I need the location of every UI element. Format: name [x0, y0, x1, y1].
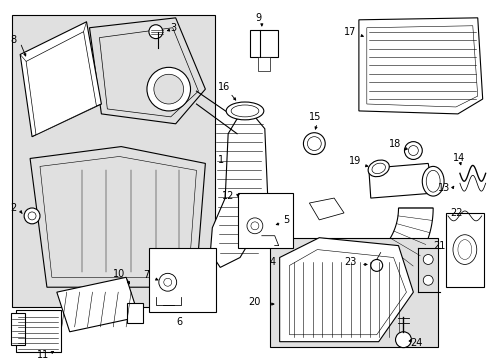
Text: 14: 14: [452, 153, 464, 163]
Ellipse shape: [452, 235, 476, 265]
Text: 4: 4: [269, 257, 275, 267]
Polygon shape: [26, 32, 96, 135]
Ellipse shape: [303, 133, 325, 154]
Polygon shape: [20, 22, 101, 137]
Bar: [127, 303, 142, 323]
Ellipse shape: [367, 160, 388, 177]
Circle shape: [159, 273, 176, 291]
Text: 7: 7: [142, 270, 149, 280]
Text: 12: 12: [222, 191, 234, 201]
Circle shape: [154, 74, 183, 104]
Text: 19: 19: [348, 157, 361, 166]
Bar: [445, 213, 483, 287]
Text: 21: 21: [432, 240, 445, 251]
Polygon shape: [279, 238, 412, 342]
Text: 16: 16: [218, 82, 230, 92]
Text: 9: 9: [254, 13, 261, 23]
Text: 11: 11: [37, 350, 49, 360]
Bar: [11, 313, 25, 345]
Polygon shape: [366, 26, 477, 107]
Bar: [249, 30, 277, 58]
Polygon shape: [358, 18, 482, 114]
Text: 1: 1: [218, 156, 224, 166]
Text: 20: 20: [247, 297, 260, 307]
Bar: [149, 248, 216, 312]
Bar: [269, 238, 437, 347]
Ellipse shape: [422, 166, 443, 196]
Circle shape: [163, 278, 171, 286]
Polygon shape: [210, 117, 267, 267]
Circle shape: [24, 208, 40, 224]
Polygon shape: [57, 277, 139, 332]
Circle shape: [28, 212, 36, 220]
Circle shape: [147, 67, 190, 111]
Bar: [16, 310, 61, 352]
Text: 2: 2: [10, 203, 17, 213]
Text: 8: 8: [10, 35, 17, 45]
Ellipse shape: [426, 170, 439, 192]
Polygon shape: [368, 163, 432, 198]
Ellipse shape: [226, 102, 263, 120]
Circle shape: [423, 255, 432, 265]
Circle shape: [250, 222, 258, 230]
Ellipse shape: [371, 163, 385, 174]
Text: 18: 18: [388, 139, 400, 149]
Polygon shape: [309, 198, 344, 220]
Circle shape: [246, 218, 262, 234]
Text: 6: 6: [176, 317, 183, 327]
Text: 23: 23: [344, 257, 356, 267]
Circle shape: [423, 275, 432, 285]
Circle shape: [404, 141, 422, 159]
Bar: [12, 15, 215, 307]
Text: 10: 10: [113, 269, 125, 279]
Text: 15: 15: [309, 112, 321, 122]
Ellipse shape: [231, 105, 258, 117]
Polygon shape: [324, 208, 432, 302]
Ellipse shape: [307, 137, 321, 150]
Circle shape: [407, 145, 417, 156]
Text: 3: 3: [170, 23, 177, 33]
Text: 5: 5: [283, 215, 289, 225]
Text: 24: 24: [409, 338, 422, 348]
Circle shape: [395, 332, 410, 348]
Polygon shape: [99, 28, 198, 117]
Polygon shape: [40, 157, 196, 277]
Circle shape: [149, 25, 163, 39]
Polygon shape: [289, 249, 406, 335]
Polygon shape: [30, 147, 205, 287]
Text: 22: 22: [449, 208, 462, 218]
Ellipse shape: [457, 240, 471, 260]
Text: 17: 17: [344, 27, 356, 37]
Circle shape: [370, 260, 382, 271]
Bar: [257, 58, 269, 71]
Bar: [238, 193, 292, 248]
Text: 13: 13: [437, 183, 449, 193]
Polygon shape: [89, 18, 205, 124]
